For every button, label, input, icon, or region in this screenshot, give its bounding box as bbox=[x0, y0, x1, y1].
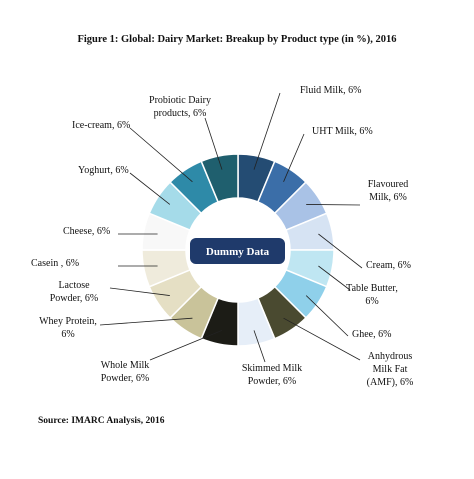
slice-label-line: Fluid Milk, 6% bbox=[300, 85, 361, 96]
slice-label: Table Butter, 6% bbox=[346, 283, 398, 307]
slice-label-line: Anhydrous bbox=[368, 351, 413, 362]
leader-line bbox=[284, 318, 360, 360]
slice-label-line: 6% bbox=[365, 296, 378, 307]
slice-label-line: Ice-cream, 6% bbox=[72, 120, 130, 131]
slice-label: Probiotic Dairy products, 6% bbox=[149, 95, 211, 119]
slice-label-line: Flavoured bbox=[368, 179, 409, 190]
slice-label: Lactose Powder, 6% bbox=[50, 280, 98, 304]
slice-label: Yoghurt, 6% bbox=[78, 165, 129, 176]
slice-label-line: products, 6% bbox=[154, 108, 207, 119]
slice-label: Flavoured Milk, 6% bbox=[368, 179, 409, 203]
slice-label-line: Ghee, 6% bbox=[352, 329, 391, 340]
slice-label-line: Yoghurt, 6% bbox=[78, 165, 129, 176]
slice-label: Whole Milk Powder, 6% bbox=[101, 360, 150, 384]
chart-title: Figure 1: Global: Dairy Market: Breakup … bbox=[77, 34, 396, 45]
slice-label: UHT Milk, 6% bbox=[312, 126, 373, 137]
leader-line bbox=[150, 330, 222, 360]
slice-label: Cheese, 6% bbox=[63, 226, 110, 237]
slice-label-line: Powder, 6% bbox=[248, 376, 296, 387]
slice-label: Anhydrous Milk Fat (AMF), 6% bbox=[367, 351, 414, 388]
slice-label-line: Cream, 6% bbox=[366, 260, 411, 271]
slice-label-line: UHT Milk, 6% bbox=[312, 126, 373, 137]
slice-label: Ghee, 6% bbox=[352, 329, 391, 340]
slice-label: Ice-cream, 6% bbox=[72, 120, 130, 131]
slice-label-line: Milk Fat bbox=[373, 364, 408, 375]
slice-label: Skimmed Milk Powder, 6% bbox=[242, 363, 302, 387]
slice-label-line: Powder, 6% bbox=[50, 293, 98, 304]
slice-label-line: Powder, 6% bbox=[101, 373, 149, 384]
leader-line bbox=[306, 204, 360, 205]
slice-label-line: Table Butter, bbox=[346, 283, 398, 294]
leader-line bbox=[130, 128, 192, 182]
slice-label: Cream, 6% bbox=[366, 260, 411, 271]
slice-label: Casein , 6% bbox=[31, 258, 79, 269]
slice-label-line: (AMF), 6% bbox=[367, 377, 414, 388]
slice-label: Fluid Milk, 6% bbox=[300, 85, 361, 96]
slice-label-line: Lactose bbox=[58, 280, 90, 291]
slice-label-line: Casein , 6% bbox=[31, 258, 79, 269]
source: Source: IMARC Analysis, 2016 bbox=[38, 416, 165, 426]
leader-line bbox=[306, 296, 348, 336]
slice-label-line: Skimmed Milk bbox=[242, 363, 302, 374]
slice-label-line: Whey Protein, bbox=[39, 316, 97, 327]
slice-label-line: Probiotic Dairy bbox=[149, 95, 211, 106]
slice-label: Whey Protein, 6% bbox=[39, 316, 97, 340]
center-label: Dummy Data bbox=[206, 246, 270, 258]
slice-label-line: Milk, 6% bbox=[369, 192, 407, 203]
slice-label-line: 6% bbox=[61, 329, 74, 340]
slice-label-line: Whole Milk bbox=[101, 360, 150, 371]
slice-label-line: Cheese, 6% bbox=[63, 226, 110, 237]
